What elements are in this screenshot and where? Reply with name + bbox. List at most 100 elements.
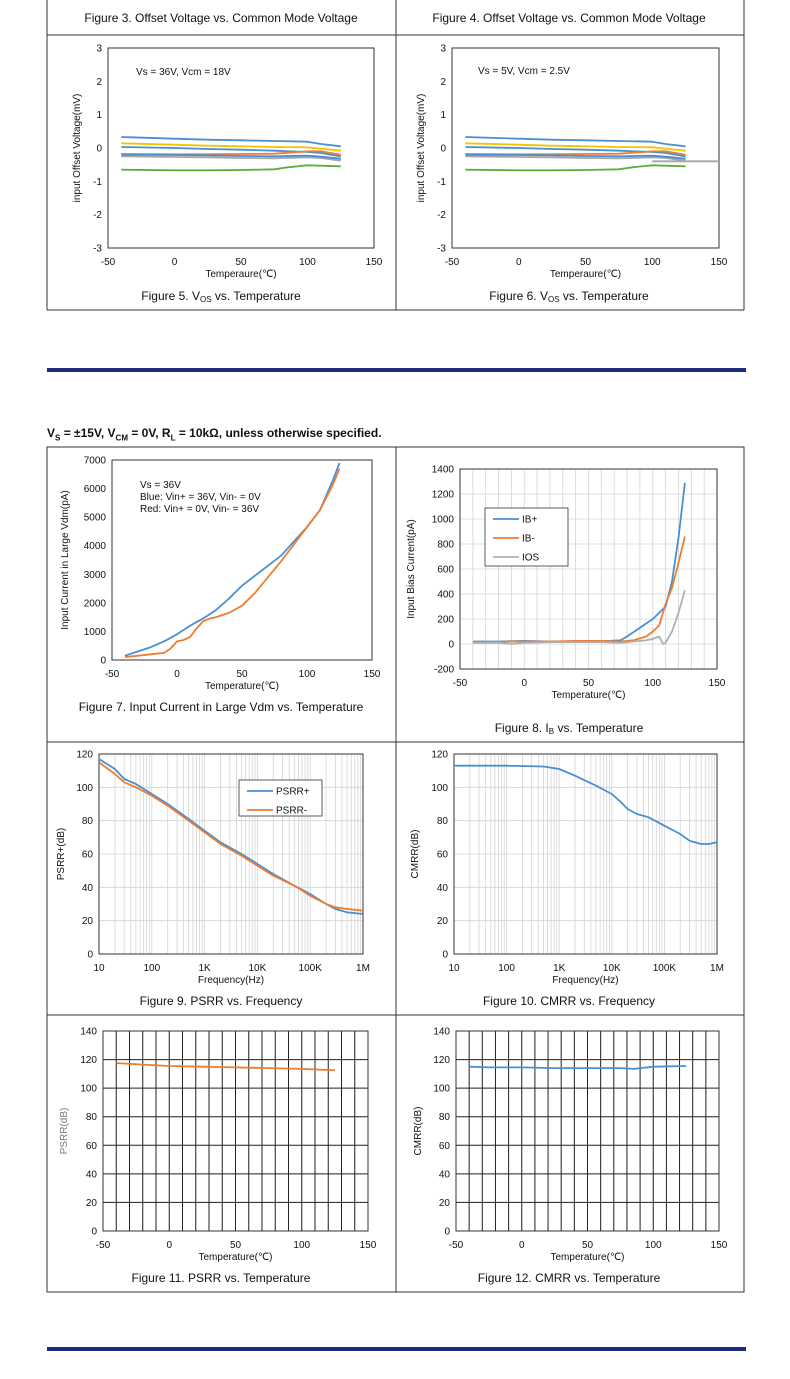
fig8-ytick-label: 600 (437, 565, 454, 576)
fig10-ytick-label: 60 (437, 850, 449, 861)
fig12-ytick-label: 140 (433, 1027, 450, 1038)
fig6-annotation: Vs = 5V, Vcm = 2.5V (478, 66, 570, 77)
fig12-ytick-label: 40 (439, 1169, 451, 1180)
fig6-xtick-label: 150 (711, 257, 728, 268)
fig12-xtick-label: 100 (645, 1240, 662, 1251)
fig7-ytick-label: 1000 (84, 627, 107, 638)
fig4-caption: Figure 4. Offset Voltage vs. Common Mode… (432, 11, 706, 25)
fig9-legend-label: PSRR+ (276, 787, 310, 798)
fig6-ytick-label: 3 (440, 44, 446, 55)
fig10-ytick-label: 120 (431, 750, 448, 761)
fig10-xtick-label: 1M (710, 963, 724, 974)
fig12-ytick-label: 0 (444, 1227, 450, 1238)
fig5-xtick-label: 50 (235, 257, 247, 268)
fig11-xtick-label: 0 (166, 1240, 172, 1251)
fig5-xtick-label: 0 (172, 257, 178, 268)
fig6-caption: Figure 6. VOS vs. Temperature (489, 289, 649, 304)
fig10-ytick-label: 0 (442, 950, 448, 961)
fig5-xtick-label: -50 (101, 257, 116, 268)
fig6-series-line0-line (465, 136, 686, 148)
fig7-ytick-label: 7000 (84, 456, 107, 467)
fig9-ytick-label: 120 (76, 750, 93, 761)
fig11-ytick-label: 60 (86, 1141, 98, 1152)
fig11-ytick-label: 100 (80, 1084, 97, 1095)
fig12-series-line0-line (469, 1065, 687, 1070)
fig7-ytick-label: 0 (100, 656, 106, 667)
fig7-plot: -50 0 50 100 150 0 1000 2000 3000 4000 5000 6000 700… (60, 456, 381, 715)
fig5-ytick-label: -2 (93, 210, 102, 221)
fig8-xtick-label: 50 (583, 678, 595, 689)
fig8-plot-area (459, 468, 718, 670)
fig5-caption: Figure 5. VOS vs. Temperature (141, 289, 301, 304)
fig11-ylabel: PSRR(dB) (59, 1108, 70, 1155)
fig5-xtick-label: 150 (366, 257, 383, 268)
fig6-ytick-label: -2 (437, 210, 446, 221)
fig10-caption: Figure 10. CMRR vs. Frequency (483, 994, 655, 1008)
fig9-series-psrr-line (98, 761, 364, 912)
fig11-plot: -50 0 50 100 150 0 20 40 60 80 100 120 140 Temperatur… (59, 1027, 377, 1286)
fig5-annotation: Vs = 36V, Vcm = 18V (136, 67, 231, 78)
fig6-series-line4-line (465, 155, 686, 162)
fig12-ytick-label: 60 (439, 1141, 451, 1152)
fig7-series-line1-line (124, 468, 341, 658)
fig7-caption: Figure 7. Input Current in Large Vdm vs.… (79, 700, 364, 714)
fig9-ytick-label: 80 (82, 816, 94, 827)
fig12-xtick-label: 0 (519, 1240, 525, 1251)
fig9-ytick-label: 60 (82, 850, 94, 861)
fig12-ytick-label: 80 (439, 1112, 451, 1123)
fig5-xlabel: Temperaure(℃) (205, 269, 276, 280)
fig8-xtick-label: 100 (644, 678, 661, 689)
fig9-ylabel: PSRR+(dB) (56, 828, 67, 881)
fig11-xlabel: Temperature(℃) (198, 1252, 272, 1263)
fig12-plot-area (455, 1030, 720, 1232)
fig9-ytick-label: 100 (76, 783, 93, 794)
fig8-xtick-label: -50 (453, 678, 468, 689)
fig5-ytick-label: 3 (96, 44, 102, 55)
fig10-xlabel: Frequency(Hz) (552, 975, 618, 986)
fig12-xtick-label: 150 (711, 1240, 728, 1251)
fig5-series-line4-line (121, 155, 341, 162)
fig5-plot: -50 0 50 100 150 -3 -2 -1 0 1 2 3 Temperaure(℃) input… (72, 44, 383, 305)
fig11-plot-area (102, 1030, 369, 1232)
fig9-ytick-label: 0 (87, 950, 93, 961)
fig12-xlabel: Temperature(℃) (550, 1252, 624, 1263)
fig11-ytick-label: 120 (80, 1055, 97, 1066)
fig7-ytick-label: 6000 (84, 484, 107, 495)
fig9-xtick-label: 10K (249, 963, 267, 974)
fig9-xtick-label: 1M (356, 963, 370, 974)
fig8-ytick-label: 1400 (432, 465, 455, 476)
fig6-xtick-label: -50 (445, 257, 460, 268)
fig7-ytick-label: 5000 (84, 513, 107, 524)
fig9-ytick-label: 20 (82, 916, 94, 927)
fig8-ytick-label: 1000 (432, 515, 455, 526)
fig7-ytick-label: 3000 (84, 570, 107, 581)
fig6-xtick-label: 100 (644, 257, 661, 268)
fig8-series-ios-line (472, 590, 686, 645)
fig5-series-line0-line (121, 136, 341, 148)
fig9-series-psrr-line (98, 758, 364, 915)
fig8-xtick-label: 150 (709, 678, 726, 689)
fig9-plot-area (98, 753, 364, 955)
fig10-plot-area (453, 753, 718, 955)
fig10-xtick-label: 100 (498, 963, 515, 974)
fig6-ytick-label: 2 (440, 77, 446, 88)
fig11-xtick-label: -50 (96, 1240, 111, 1251)
fig7-xtick-label: 100 (299, 669, 316, 680)
fig12-caption: Figure 12. CMRR vs. Temperature (478, 1271, 661, 1285)
fig12-ytick-label: 20 (439, 1198, 451, 1209)
fig12-ylabel: CMRR(dB) (413, 1107, 424, 1156)
fig12-xtick-label: 50 (582, 1240, 594, 1251)
fig7-xtick-label: 50 (236, 669, 248, 680)
fig10-plot: 10 100 1K 10K 100K 1M 0 20 40 60 80 100 120 Frequency… (410, 750, 724, 1009)
fig11-xtick-label: 50 (230, 1240, 242, 1251)
fig6-xtick-label: 0 (516, 257, 522, 268)
fig11-ytick-label: 140 (80, 1027, 97, 1038)
fig12-xtick-label: -50 (449, 1240, 464, 1251)
fig9-xtick-label: 100K (299, 963, 323, 974)
fig8-ytick-label: 800 (437, 540, 454, 551)
fig8-legend-label: IOS (522, 553, 540, 564)
fig7-xtick-label: 0 (174, 669, 180, 680)
fig11-ytick-label: 20 (86, 1198, 98, 1209)
